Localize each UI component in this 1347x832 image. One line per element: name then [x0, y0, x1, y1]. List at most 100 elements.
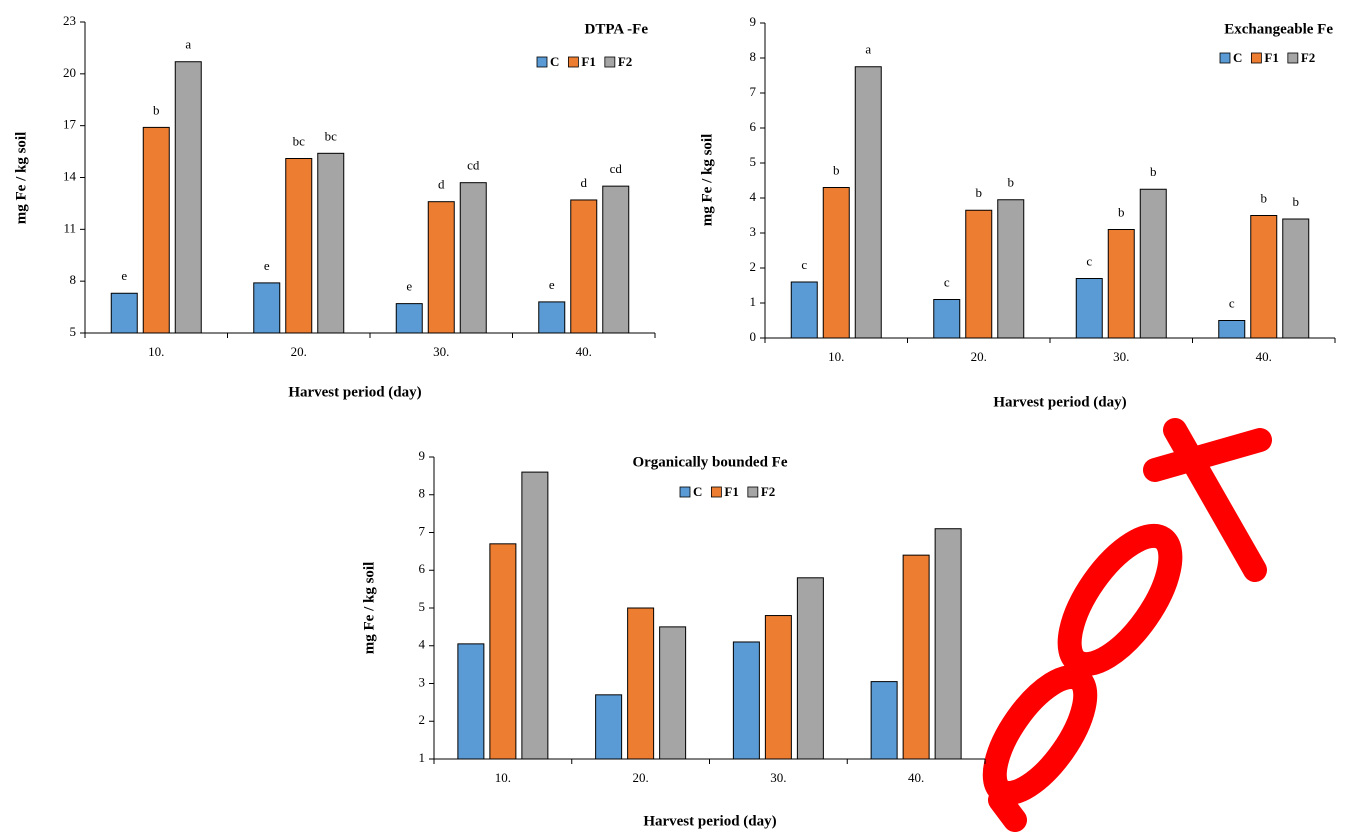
bar — [539, 302, 565, 333]
bar-label: a — [185, 37, 191, 52]
bar — [111, 293, 137, 333]
y-tick-label: 4 — [419, 637, 426, 652]
bar — [596, 695, 622, 759]
y-tick-label: 7 — [419, 523, 426, 538]
bar-label: e — [549, 277, 555, 292]
bar — [1251, 216, 1277, 339]
bar — [765, 616, 791, 759]
bar — [522, 472, 548, 759]
bar-label: c — [1229, 295, 1235, 310]
legend-swatch — [568, 57, 578, 67]
y-tick-label: 3 — [750, 224, 757, 239]
bar — [966, 210, 992, 338]
x-tick-label: 10. — [148, 344, 164, 359]
bar — [855, 67, 881, 338]
bar-label: b — [1261, 190, 1268, 205]
y-tick-label: 20 — [63, 65, 76, 80]
y-tick-label: 1 — [750, 294, 757, 309]
bar — [903, 555, 929, 759]
legend-label: F2 — [761, 484, 775, 499]
legend-swatch — [711, 487, 721, 497]
chart-title: Exchangeable Fe — [1224, 21, 1333, 37]
bar — [286, 158, 312, 333]
bar — [460, 183, 486, 333]
y-axis-title: mg Fe / kg soil — [13, 132, 29, 225]
bar — [1219, 321, 1245, 339]
chart-panel: 12345678910.20.30.40.Organically bounded… — [361, 448, 985, 829]
scribble-ring — [978, 663, 1102, 807]
overlay-scribble — [978, 430, 1260, 820]
bar-label: cd — [610, 161, 623, 176]
x-tick-label: 20. — [291, 344, 307, 359]
bar — [733, 642, 759, 759]
bar — [823, 188, 849, 339]
legend-label: F2 — [1301, 50, 1315, 65]
y-tick-label: 2 — [419, 712, 426, 727]
scribble-ring — [1051, 520, 1189, 680]
bar — [1108, 230, 1134, 339]
bar — [1283, 219, 1309, 338]
chart-title: Organically bounded Fe — [632, 454, 787, 470]
y-axis-title: mg Fe / kg soil — [361, 562, 377, 655]
bar — [396, 304, 422, 333]
x-tick-label: 10. — [495, 770, 511, 785]
chart-title: DTPA -Fe — [585, 21, 649, 37]
y-axis-title: mg Fe / kg soil — [699, 134, 715, 227]
legend-swatch — [537, 57, 547, 67]
bar — [797, 578, 823, 759]
bar-label: d — [438, 177, 445, 192]
y-tick-label: 8 — [750, 49, 757, 64]
bar — [1076, 279, 1102, 339]
x-axis-title: Harvest period (day) — [288, 384, 421, 400]
legend-label: C — [550, 54, 559, 69]
y-tick-label: 7 — [750, 84, 757, 99]
bar — [490, 544, 516, 759]
bar-label: b — [1293, 194, 1300, 209]
y-tick-label: 0 — [750, 329, 757, 344]
legend-label: F1 — [581, 54, 595, 69]
x-tick-label: 40. — [1256, 349, 1272, 364]
scribble-stroke — [1000, 800, 1015, 820]
bar-label: b — [976, 185, 983, 200]
x-axis-title: Harvest period (day) — [643, 813, 776, 829]
legend-swatch — [1251, 53, 1261, 63]
y-tick-label: 17 — [63, 117, 77, 132]
bar-label: b — [833, 162, 840, 177]
legend-label: C — [693, 484, 702, 499]
bar-label: bc — [325, 128, 338, 143]
x-tick-label: 40. — [908, 770, 924, 785]
bar — [603, 186, 629, 333]
legend-label: F1 — [1264, 50, 1278, 65]
bar — [458, 644, 484, 759]
bar — [175, 62, 201, 333]
bar — [1140, 189, 1166, 338]
y-tick-label: 6 — [419, 561, 426, 576]
legend-label: F1 — [724, 484, 738, 499]
legend-swatch — [605, 57, 615, 67]
legend-swatch — [1288, 53, 1298, 63]
page: 58111417202310.eba20.ebcbc30.edcd40.edcd… — [0, 0, 1347, 832]
legend-swatch — [1220, 53, 1230, 63]
bar-label: b — [1118, 204, 1125, 219]
x-tick-label: 30. — [770, 770, 786, 785]
bar-label: c — [801, 257, 807, 272]
y-tick-label: 14 — [63, 168, 77, 183]
bar — [998, 200, 1024, 338]
legend-label: F2 — [618, 54, 632, 69]
y-tick-label: 6 — [750, 119, 757, 134]
bar — [791, 282, 817, 338]
y-tick-label: 23 — [63, 13, 76, 28]
x-tick-label: 10. — [828, 349, 844, 364]
bar — [871, 682, 897, 759]
x-axis-title: Harvest period (day) — [993, 394, 1126, 410]
bar — [935, 529, 961, 759]
bar-label: a — [865, 42, 871, 57]
chart-panel: 58111417202310.eba20.ebcbc30.edcd40.edcd… — [13, 13, 655, 400]
legend-swatch — [680, 487, 690, 497]
bar-label: e — [121, 268, 127, 283]
y-tick-label: 3 — [419, 674, 426, 689]
bar — [254, 283, 280, 333]
y-tick-label: 8 — [419, 486, 426, 501]
legend-label: C — [1233, 50, 1242, 65]
